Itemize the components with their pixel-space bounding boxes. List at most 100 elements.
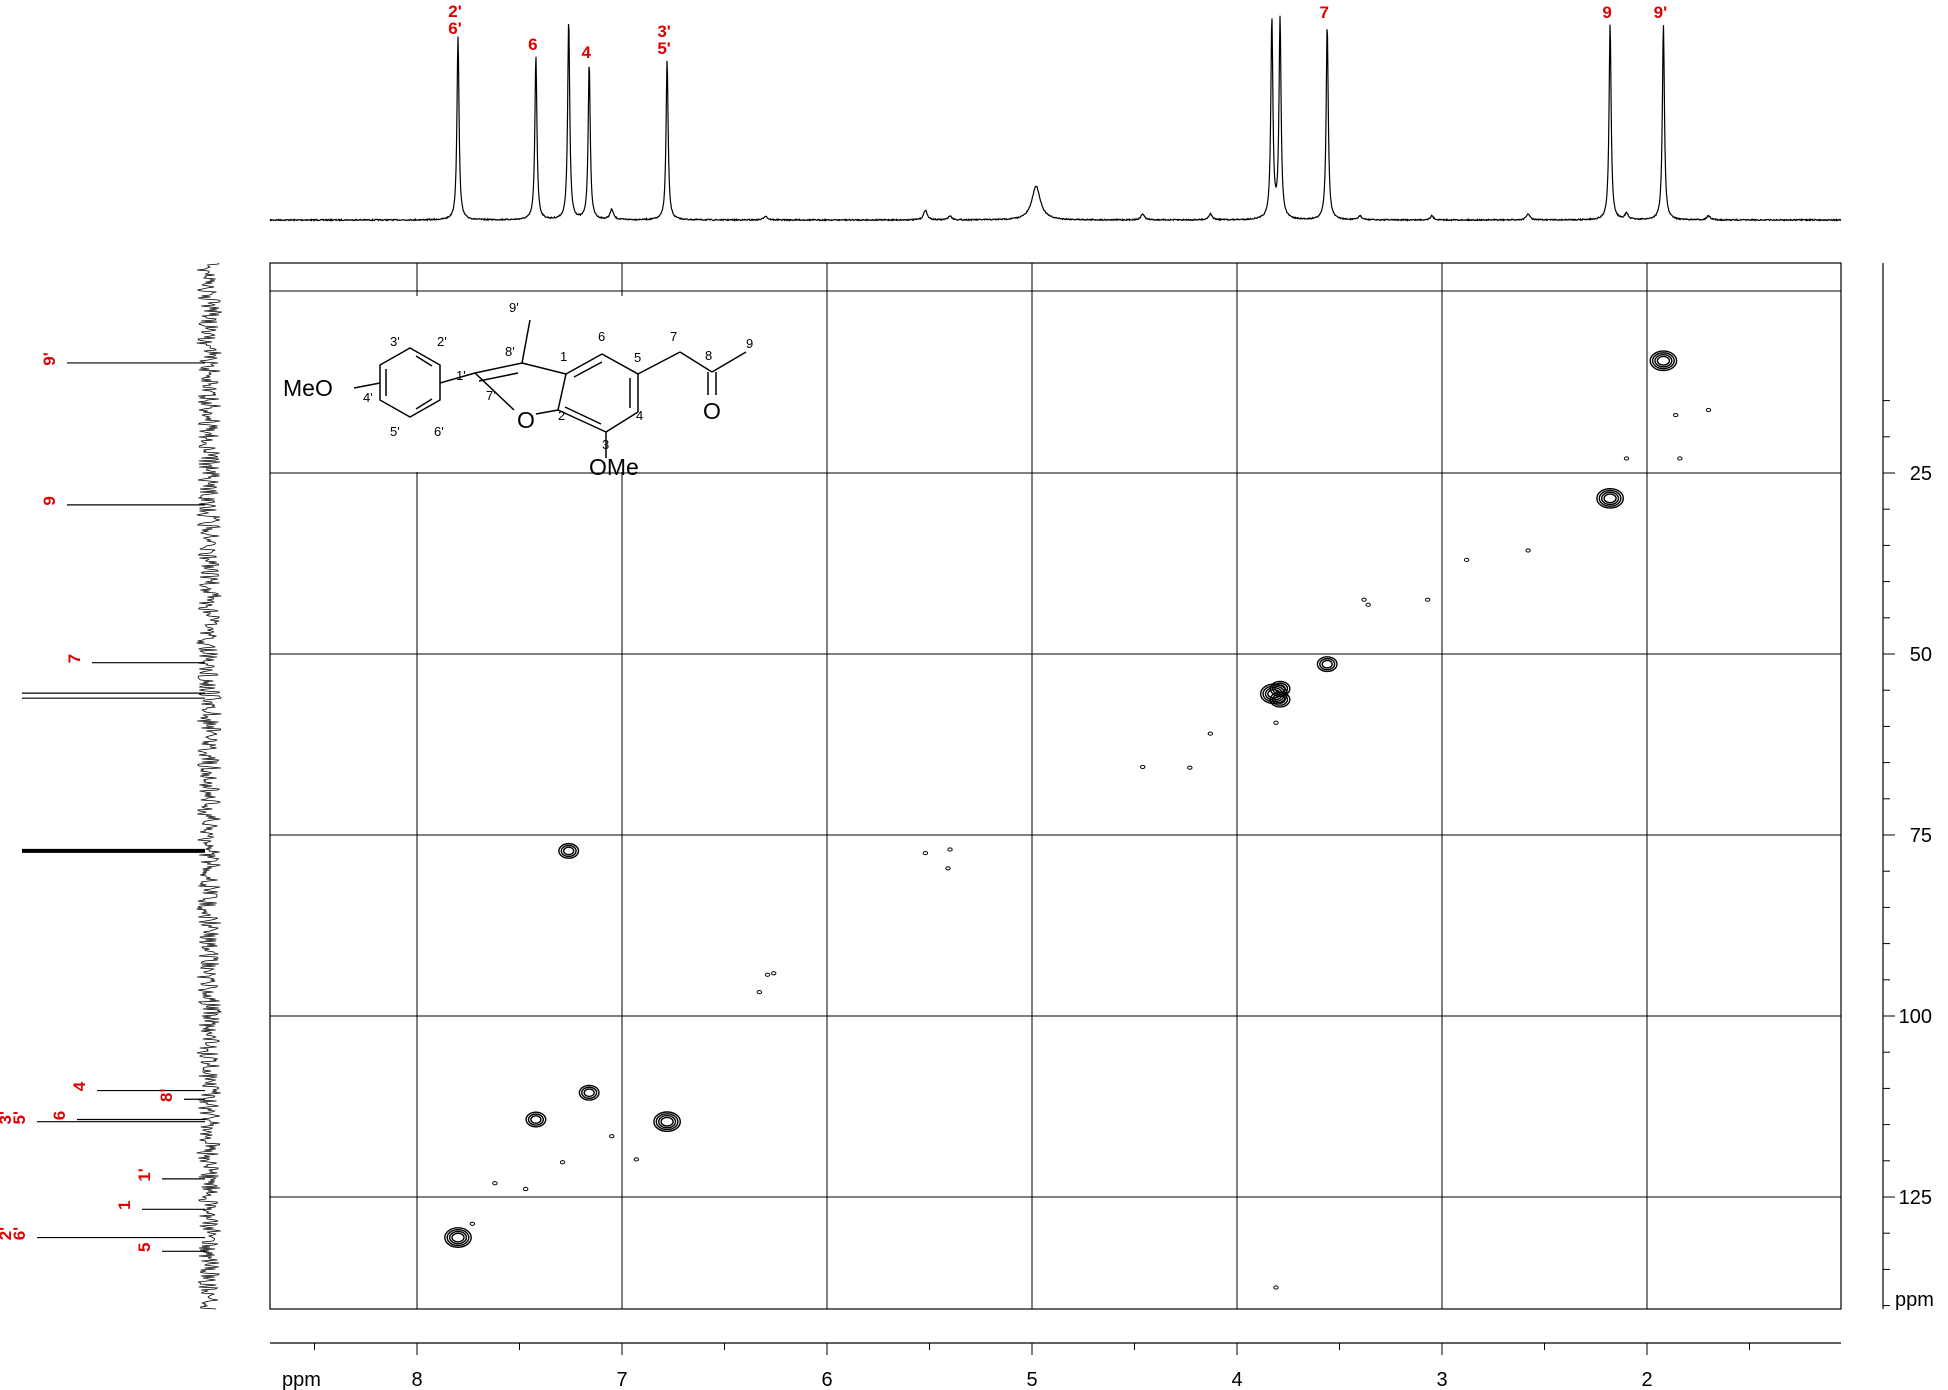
cross-peak-26 bbox=[945, 866, 951, 871]
cross-peak-contour-32-0 bbox=[559, 1160, 566, 1165]
cross-peak-contour-31-0 bbox=[633, 1157, 640, 1162]
x-axis-ticks: 8 7 6 5 4 3 2 bbox=[314, 1343, 1750, 1390]
cross-peak-34 bbox=[522, 1186, 529, 1192]
cross-peak-14 bbox=[1677, 456, 1683, 461]
cross-peak-25 bbox=[947, 847, 953, 852]
c13-peak-label-11-0: 1 bbox=[115, 1201, 134, 1210]
structure-ring-oxygen-label: O bbox=[517, 407, 535, 433]
c13-peak-label-7-0: 8' bbox=[157, 1089, 176, 1103]
cross-peak-28 bbox=[764, 972, 771, 977]
cross-peak-2 bbox=[1316, 656, 1338, 673]
cross-peak-contour-1-3 bbox=[1596, 487, 1625, 509]
cross-peak-contour-4-0 bbox=[1274, 684, 1286, 694]
cross-peak-contour-0-0 bbox=[1656, 355, 1671, 366]
structure-atom-7: 7 bbox=[670, 329, 677, 344]
x-tick-label-7: 7 bbox=[616, 1369, 627, 1390]
structure-atom-4prime: 4' bbox=[363, 390, 373, 405]
cross-peak-33 bbox=[492, 1181, 498, 1186]
c13-peak-labels: 9' 9 7 4 8' 6 3'5' 1' 1 2'6' 5 bbox=[0, 352, 176, 1252]
structure-atom-3: 3 bbox=[602, 437, 609, 452]
cross-peak-contour-14-0 bbox=[1677, 456, 1683, 461]
plot-frame bbox=[269, 262, 1842, 1310]
structure-atom-7prime: 7' bbox=[486, 388, 496, 403]
y-tick-label-50: 50 bbox=[1910, 644, 1932, 666]
x-tick-label-3: 3 bbox=[1436, 1369, 1447, 1390]
structure-atom-8prime: 8' bbox=[505, 344, 515, 359]
h1-peak-label-0-1: 6' bbox=[448, 19, 462, 38]
structure-atom-9: 9 bbox=[746, 336, 753, 351]
c13-peak-label-12-0: 2' bbox=[0, 1227, 15, 1241]
cross-peak-contour-9-0 bbox=[660, 1116, 674, 1127]
h1-peak-label-8-0: 9 bbox=[1602, 3, 1611, 22]
cross-peak-contour-5-0 bbox=[1274, 695, 1286, 705]
structure-atom-8: 8 bbox=[705, 348, 712, 363]
cross-peak-contour-28-0 bbox=[764, 972, 771, 977]
c13-projection: 9' 9 7 4 8' 6 3'5' 1' 1 2'6' 5 bbox=[0, 262, 223, 1310]
cross-peak-21 bbox=[1140, 764, 1146, 770]
cross-peak-6 bbox=[558, 842, 580, 859]
x-axis-unit-label: ppm bbox=[282, 1369, 321, 1390]
cross-peak-contour-9-1 bbox=[657, 1114, 677, 1129]
cross-peak-contour-27-0 bbox=[771, 971, 777, 976]
structure-atom-3prime: 3' bbox=[390, 334, 400, 349]
x-tick-label-6: 6 bbox=[821, 1369, 832, 1390]
cross-peak-27 bbox=[771, 971, 777, 976]
cross-peak-contour-19-0 bbox=[1424, 597, 1431, 602]
cross-peak-0 bbox=[1649, 350, 1678, 372]
structure-atom-1prime: 1' bbox=[456, 368, 466, 383]
cross-peak-contour-15-0 bbox=[1525, 548, 1531, 553]
structure-atom-5: 5 bbox=[634, 350, 641, 365]
cross-peak-contour-2-0 bbox=[1321, 659, 1333, 669]
structure-atom-1: 1 bbox=[560, 349, 567, 364]
x-tick-label-4: 4 bbox=[1231, 1369, 1242, 1390]
h1-peak-label-9-0: 9' bbox=[1654, 3, 1668, 22]
y-axis: 25 50 75 100 125 ppm bbox=[1882, 263, 1934, 1311]
x-tick-label-2: 2 bbox=[1641, 1369, 1652, 1390]
cross-peak-12 bbox=[1705, 407, 1712, 413]
x-tick-label-5: 5 bbox=[1026, 1369, 1037, 1390]
cross-peak-18 bbox=[1365, 602, 1371, 607]
cross-peak-contour-29-0 bbox=[756, 990, 763, 995]
cross-peak-5 bbox=[1269, 691, 1291, 708]
cross-peak-17 bbox=[1361, 597, 1367, 602]
structure-ome-label: OMe bbox=[589, 454, 639, 480]
structure-atom-4: 4 bbox=[636, 408, 643, 423]
cross-peak-contour-8-1 bbox=[527, 1113, 545, 1126]
cross-peak-contour-6-0 bbox=[563, 846, 575, 856]
cross-peak-contour-33-0 bbox=[492, 1181, 498, 1186]
structure-meo-label: MeO bbox=[283, 375, 333, 401]
cross-peak-9 bbox=[653, 1111, 681, 1133]
cross-peak-11 bbox=[1673, 412, 1679, 418]
cross-peak-32 bbox=[559, 1160, 566, 1165]
h1-peak-label-1-0: 6 bbox=[528, 35, 537, 54]
cross-peak-23 bbox=[1273, 720, 1279, 725]
chemical-structure: MeO O O OMe 9' 8' 7' 1 2 3 4 5 6 7 8 9 1… bbox=[275, 296, 753, 480]
structure-bonds bbox=[353, 319, 747, 458]
h1-projection: 2'6' 6 4 3'5' 7 9 9' bbox=[269, 2, 1842, 222]
cross-peak-contour-24-0 bbox=[922, 851, 929, 856]
cross-peak-15 bbox=[1525, 548, 1531, 553]
cross-peak-contour-1-2 bbox=[1598, 489, 1622, 507]
cross-peak-13 bbox=[1623, 456, 1630, 461]
cross-peak-contour-7-1 bbox=[581, 1086, 598, 1099]
cross-peak-8 bbox=[525, 1111, 547, 1128]
c13-peak-label-10-0: 1' bbox=[135, 1168, 154, 1182]
c13-peak-label-12-1: 6' bbox=[10, 1227, 29, 1241]
cross-peak-contour-7-0 bbox=[583, 1088, 595, 1098]
cross-peak-contour-23-0 bbox=[1273, 720, 1279, 725]
c13-peak-label-8-0: 6 bbox=[50, 1111, 69, 1120]
cross-peak-contour-30-0 bbox=[609, 1134, 615, 1139]
cross-peak-contour-1-1 bbox=[1600, 491, 1620, 506]
y-axis-ticks: 25 50 75 100 125 bbox=[1883, 400, 1932, 1307]
y-tick-label-25: 25 bbox=[1910, 463, 1932, 485]
cross-peak-contour-11-0 bbox=[1673, 412, 1679, 418]
y-tick-label-125: 125 bbox=[1899, 1187, 1932, 1209]
cross-peak-29 bbox=[756, 990, 763, 995]
cross-peak-30 bbox=[609, 1134, 615, 1139]
cross-peak-contour-2-2 bbox=[1316, 656, 1338, 673]
h1-peak-label-4-0: 3' bbox=[657, 22, 671, 41]
y-tick-label-100: 100 bbox=[1899, 1006, 1932, 1028]
c13-peak-label-2-0: 7 bbox=[65, 654, 84, 663]
cross-peak-contour-20-0 bbox=[1207, 731, 1214, 736]
